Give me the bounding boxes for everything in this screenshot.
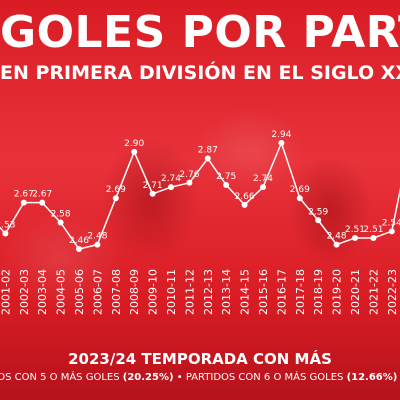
category-label: 2007-08 xyxy=(110,269,123,315)
value-label: 2.66 xyxy=(235,192,255,202)
category-label: 2004-05 xyxy=(55,269,68,315)
footer-stats: PARTIDOS CON 5 O MÁS GOLES (20.25%) • PA… xyxy=(0,372,400,383)
data-point xyxy=(76,246,82,252)
stat-value: (12.66%) xyxy=(346,372,398,383)
category-label: 2020-21 xyxy=(349,269,362,315)
category-label: 2014-15 xyxy=(239,269,252,315)
data-point xyxy=(388,228,395,235)
value-label: 2.67 xyxy=(14,190,34,200)
data-point xyxy=(112,195,119,202)
data-point xyxy=(278,140,285,146)
page-title: GOLES POR PARTIDO xyxy=(0,7,400,58)
value-label: 2.58 xyxy=(51,210,71,220)
value-label: 2.94 xyxy=(271,130,291,140)
data-point xyxy=(2,230,9,237)
value-label: 2.76 xyxy=(179,170,199,180)
data-point xyxy=(149,190,156,197)
category-label: 2017-18 xyxy=(294,269,307,315)
value-label: 2.69 xyxy=(290,185,310,195)
data-point xyxy=(333,241,340,248)
value-label: 2.71 xyxy=(143,181,163,191)
data-point xyxy=(20,199,27,206)
data-point xyxy=(260,184,266,191)
value-label: 2.90 xyxy=(124,139,144,149)
value-label: 2.87 xyxy=(198,145,218,155)
category-label: 2010-11 xyxy=(165,269,178,315)
data-point xyxy=(94,241,101,248)
data-point xyxy=(168,184,174,191)
stat-value: (20.25%) xyxy=(122,372,174,383)
category-label: 2008-09 xyxy=(128,269,141,315)
page-subtitle: EN PRIMERA DIVISIÓN EN EL SIGLO XXI xyxy=(0,62,400,84)
value-label: 2.51 xyxy=(345,225,365,235)
footer-heading: 2023/24 TEMPORADA CON MÁS xyxy=(68,350,332,368)
data-point xyxy=(241,201,248,208)
value-label: 2.74 xyxy=(161,174,181,184)
category-label: 2022-23 xyxy=(386,269,399,315)
category-label: 2009-10 xyxy=(147,269,160,315)
data-point xyxy=(223,181,230,188)
data-point xyxy=(352,234,358,241)
category-label: 2018-19 xyxy=(312,269,325,315)
category-label: 2019-20 xyxy=(331,269,344,315)
category-label: 2021-22 xyxy=(367,269,380,315)
stat-text: PARTIDOS CON 6 O MÁS GOLES xyxy=(185,372,347,383)
value-label: 2.67 xyxy=(32,190,52,200)
value-label: 2.53 xyxy=(0,221,15,231)
value-label: 2.51 xyxy=(363,225,383,235)
series-line xyxy=(0,142,400,250)
data-point xyxy=(186,179,193,186)
category-label: 2003-04 xyxy=(36,269,49,315)
value-label: 2.48 xyxy=(87,232,107,242)
data-point xyxy=(315,217,322,224)
category-label: 2013-14 xyxy=(220,269,233,315)
data-points xyxy=(2,140,395,252)
value-label: 2.74 xyxy=(253,174,273,184)
category-label: 2001-02 xyxy=(0,269,12,315)
stat-separator: • xyxy=(173,372,186,383)
data-point xyxy=(370,234,377,241)
value-label: 2.54 xyxy=(382,218,400,228)
stat-text: PARTIDOS CON 5 O MÁS GOLES xyxy=(0,372,120,383)
value-label: 2.75 xyxy=(216,172,236,182)
data-point xyxy=(57,219,64,226)
category-label: 2011-12 xyxy=(183,269,196,315)
category-label: 2016-17 xyxy=(275,269,288,315)
category-label: 2006-07 xyxy=(91,269,104,315)
value-label: 2.59 xyxy=(308,207,328,217)
category-label: 2002-03 xyxy=(18,269,31,315)
data-point xyxy=(39,199,46,206)
value-label: 2.69 xyxy=(106,185,126,195)
data-point xyxy=(296,195,303,202)
value-labels: 2.622.532.672.672.582.462.482.692.902.71… xyxy=(0,130,400,246)
background-photo xyxy=(0,90,400,350)
data-point xyxy=(204,155,211,162)
value-label: 2.48 xyxy=(327,232,347,242)
category-label: 2015-16 xyxy=(257,269,270,315)
category-label: 2005-06 xyxy=(73,269,86,315)
category-labels: 2000-012001-022002-032003-042004-052005-… xyxy=(0,269,399,315)
data-point xyxy=(131,148,138,155)
category-label: 2012-13 xyxy=(202,269,215,315)
value-label: 2.46 xyxy=(69,236,89,246)
